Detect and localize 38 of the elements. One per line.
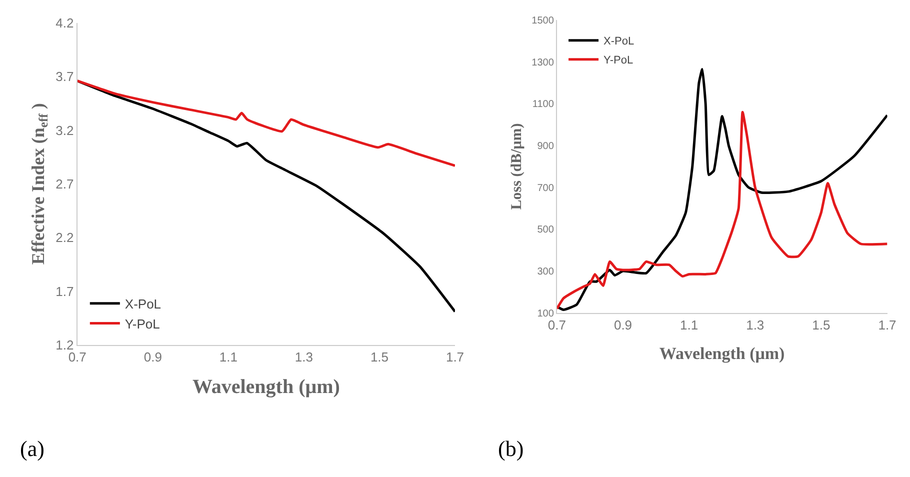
y-axis-title: Loss (dB/μm) bbox=[508, 123, 525, 210]
legend-label: X-PoL bbox=[604, 36, 634, 48]
y-tick-label: 1300 bbox=[532, 57, 554, 68]
text: (a) bbox=[20, 436, 44, 461]
y-tick-label: 500 bbox=[537, 224, 554, 236]
legend-label: X-PoL bbox=[124, 296, 162, 312]
y-tick-label: 300 bbox=[537, 266, 554, 278]
x-tick-label: 0.9 bbox=[614, 318, 632, 333]
y-tick-label: 1500 bbox=[532, 16, 554, 27]
line-series bbox=[556, 68, 888, 312]
x-axis-title: Wavelength (μm) bbox=[192, 376, 340, 398]
line-series bbox=[77, 80, 455, 313]
y-tick-label: 100 bbox=[537, 308, 554, 320]
y-tick-label: 2.7 bbox=[56, 176, 74, 192]
line-series bbox=[556, 110, 888, 310]
y-tick-label: 2.2 bbox=[56, 230, 74, 246]
line-series bbox=[77, 80, 455, 167]
x-tick-label: 1.3 bbox=[294, 349, 313, 364]
x-tick-label: 1.3 bbox=[746, 318, 764, 333]
legend-label: Y-PoL bbox=[604, 54, 634, 67]
y-tick-label: 900 bbox=[537, 141, 554, 152]
y-tick-label: 1100 bbox=[532, 99, 554, 110]
x-tick-label: 0.7 bbox=[548, 318, 566, 333]
x-tick-label: 1.7 bbox=[878, 318, 896, 333]
legend-label: Y-PoL bbox=[124, 316, 160, 332]
y-tick-label: 1.7 bbox=[56, 284, 74, 299]
x-tick-label: 1.7 bbox=[446, 349, 464, 364]
x-axis-title: Wavelength (μm) bbox=[659, 344, 785, 363]
y-tick-label: 3.7 bbox=[56, 69, 74, 84]
x-tick-label: 1.1 bbox=[680, 318, 698, 333]
x-tick-label: 0.9 bbox=[144, 349, 162, 364]
y-tick-label: 3.2 bbox=[56, 122, 74, 138]
x-tick-label: 1.1 bbox=[219, 349, 238, 364]
y-tick-label: 4.2 bbox=[56, 15, 74, 30]
y-tick-label: 700 bbox=[537, 182, 554, 194]
text: (b) bbox=[498, 436, 524, 461]
x-tick-label: 1.5 bbox=[370, 349, 389, 364]
x-tick-label: 1.5 bbox=[812, 318, 830, 333]
